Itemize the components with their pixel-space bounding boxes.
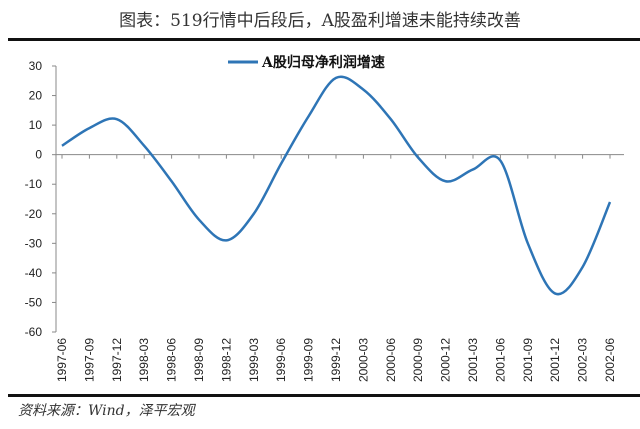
- y-tick-label: -10: [25, 177, 43, 191]
- x-tick-label: 2000-06: [384, 338, 398, 382]
- x-tick-label: 1998-12: [219, 338, 233, 382]
- x-tick-label: 1999-12: [329, 338, 343, 382]
- x-tick-label: 1998-06: [165, 338, 179, 382]
- y-tick-label: 30: [29, 59, 43, 73]
- y-tick-label: -50: [25, 295, 43, 309]
- x-tick-label: 2000-03: [356, 338, 370, 382]
- y-tick-label: 10: [29, 118, 43, 132]
- y-tick-label: 0: [35, 148, 42, 162]
- x-tick-label: 2002-03: [576, 338, 590, 382]
- y-tick-label: -60: [25, 325, 43, 339]
- x-tick-label: 1998-03: [137, 338, 151, 382]
- x-tick-label: 1998-09: [192, 338, 206, 382]
- x-tick-label: 1997-12: [110, 338, 124, 382]
- series-line: [61, 75, 612, 296]
- y-tick-label: -40: [25, 266, 43, 280]
- x-tick-label: 2000-09: [411, 338, 425, 382]
- x-tick-label: 1997-09: [82, 338, 96, 382]
- y-tick-label: 20: [29, 89, 43, 103]
- x-tick-label: 1999-06: [274, 338, 288, 382]
- x-tick-label: 2001-09: [521, 338, 535, 382]
- top-rule: [8, 38, 640, 41]
- x-tick-label: 2001-12: [548, 338, 562, 382]
- y-tick-label: -30: [25, 236, 43, 250]
- source-note: 资料来源：Wind，泽平宏观: [18, 403, 195, 419]
- x-tick-label: 1999-09: [302, 338, 316, 382]
- legend-label: A股归母净利润增速: [261, 54, 385, 71]
- x-tick-label: 2002-06: [603, 338, 617, 382]
- chart-title: 图表：519行情中后段后，A股盈利增速未能持续改善: [119, 11, 521, 31]
- x-tick-label: 1999-03: [247, 338, 261, 382]
- x-tick-label: 2001-03: [466, 338, 480, 382]
- x-tick-label: 1997-06: [55, 338, 69, 382]
- y-tick-label: -20: [25, 207, 43, 221]
- x-tick-label: 2000-12: [439, 338, 453, 382]
- bottom-rule: [8, 394, 640, 397]
- x-tick-label: 2001-06: [493, 338, 507, 382]
